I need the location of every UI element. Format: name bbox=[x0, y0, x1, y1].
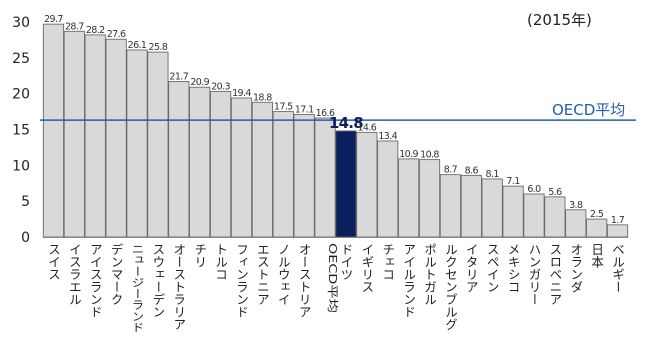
category-label-15: イギリス bbox=[359, 243, 374, 293]
value-label-26: 2.5 bbox=[590, 209, 604, 220]
value-label-23: 6.0 bbox=[527, 184, 541, 195]
bar-24 bbox=[544, 196, 566, 238]
bar-25 bbox=[565, 209, 587, 238]
bar-7 bbox=[189, 86, 211, 238]
value-label-1: 28.7 bbox=[65, 21, 84, 32]
y-tick-label-0: 0 bbox=[21, 230, 30, 246]
category-label-16: チェコ bbox=[380, 243, 395, 281]
value-label-0: 29.7 bbox=[44, 14, 63, 25]
value-label-11: 17.5 bbox=[274, 102, 293, 113]
value-label-5: 25.8 bbox=[149, 42, 168, 53]
bar-9 bbox=[230, 97, 253, 238]
value-label-19: 8.7 bbox=[444, 165, 458, 176]
bar-19 bbox=[439, 174, 462, 238]
bar-16 bbox=[377, 140, 399, 238]
category-label-7: チリ bbox=[192, 243, 207, 268]
bar-4 bbox=[126, 49, 148, 238]
category-label-10: エストニア bbox=[255, 243, 270, 306]
value-label-3: 27.6 bbox=[107, 29, 126, 40]
category-label-13: OECD平均 bbox=[326, 243, 339, 313]
bar-26 bbox=[586, 218, 608, 238]
y-tick-label-1: 5 bbox=[21, 194, 30, 210]
category-label-21: スペイン bbox=[485, 243, 500, 293]
value-label-13: 16.6 bbox=[316, 108, 335, 119]
category-label-2: アイスランド bbox=[88, 243, 103, 318]
category-label-23: ハンガリー bbox=[526, 243, 541, 306]
category-label-24: スロベニア bbox=[547, 243, 562, 306]
category-label-27: ベルギー bbox=[610, 243, 625, 293]
bar-5 bbox=[147, 51, 169, 238]
category-label-25: オランダ bbox=[568, 243, 583, 293]
value-label-21: 8.1 bbox=[486, 169, 500, 180]
bar-21 bbox=[481, 178, 503, 238]
value-label-24: 5.6 bbox=[548, 187, 562, 198]
category-label-9: フィンランド bbox=[234, 243, 249, 318]
category-label-17: アイルランド bbox=[401, 243, 416, 318]
value-label-25: 3.8 bbox=[569, 200, 583, 211]
value-label-6: 21.7 bbox=[169, 71, 188, 82]
bar-12 bbox=[293, 113, 315, 238]
bar-2 bbox=[84, 34, 106, 238]
bar-3 bbox=[105, 38, 127, 238]
bar-8 bbox=[209, 91, 232, 238]
value-label-7: 20.9 bbox=[190, 77, 209, 88]
category-label-0: スイス bbox=[46, 243, 61, 281]
value-label-9: 19.4 bbox=[232, 88, 251, 99]
value-label-18: 10.8 bbox=[420, 150, 439, 161]
bar-20 bbox=[460, 174, 482, 238]
oecd-average-label: OECD平均 bbox=[552, 101, 626, 119]
y-tick-label-3: 15 bbox=[12, 123, 30, 139]
bar-15 bbox=[356, 131, 378, 238]
y-tick-label-4: 20 bbox=[12, 87, 30, 103]
value-label-8: 20.3 bbox=[211, 82, 230, 93]
category-label-18: ポルトガル bbox=[422, 243, 437, 306]
category-label-14: ドイツ bbox=[338, 243, 353, 281]
category-label-20: イタリア bbox=[464, 243, 479, 293]
year-annotation: (2015年) bbox=[527, 11, 592, 29]
category-label-4: ニュージーランド bbox=[130, 243, 145, 333]
value-label-12: 17.1 bbox=[295, 104, 314, 115]
bar-1 bbox=[63, 30, 85, 238]
value-label-22: 7.1 bbox=[506, 176, 520, 187]
bar-27 bbox=[606, 224, 629, 238]
bar-22 bbox=[502, 185, 524, 238]
category-label-1: イスラエル bbox=[67, 243, 82, 306]
value-label-2: 28.2 bbox=[86, 25, 105, 36]
value-label-17: 10.9 bbox=[399, 149, 418, 160]
y-tick-label-6: 30 bbox=[12, 15, 30, 31]
value-label-16: 13.4 bbox=[378, 131, 397, 142]
category-label-6: オーストラリア bbox=[171, 243, 186, 331]
value-label-14: 14.8 bbox=[329, 114, 363, 132]
bar-10 bbox=[251, 101, 273, 238]
bar-11 bbox=[272, 111, 294, 238]
y-tick-label-5: 25 bbox=[12, 51, 30, 67]
category-label-8: トルコ bbox=[213, 243, 228, 281]
bar-13 bbox=[314, 117, 336, 238]
y-tick-label-2: 10 bbox=[12, 158, 30, 174]
bar-6 bbox=[168, 81, 190, 238]
bar-0 bbox=[42, 23, 65, 238]
bar-18 bbox=[418, 159, 441, 238]
category-label-5: スウェーデン bbox=[150, 243, 165, 318]
category-label-3: デンマーク bbox=[109, 243, 124, 306]
value-label-15: 14.6 bbox=[357, 122, 376, 133]
category-label-26: 日本 bbox=[589, 243, 604, 269]
bar-23 bbox=[523, 193, 545, 238]
bar-14 bbox=[335, 130, 357, 238]
value-label-10: 18.8 bbox=[253, 92, 272, 103]
category-label-11: ノルウェイ bbox=[276, 243, 291, 306]
value-label-20: 8.6 bbox=[465, 165, 479, 176]
category-label-19: ルクセンブルグ bbox=[443, 243, 458, 331]
bar-17 bbox=[398, 158, 420, 238]
value-label-4: 26.1 bbox=[128, 40, 147, 51]
value-label-27: 1.7 bbox=[611, 215, 625, 226]
category-label-22: メキシコ bbox=[506, 243, 521, 293]
category-label-12: オーストリア bbox=[297, 243, 312, 318]
